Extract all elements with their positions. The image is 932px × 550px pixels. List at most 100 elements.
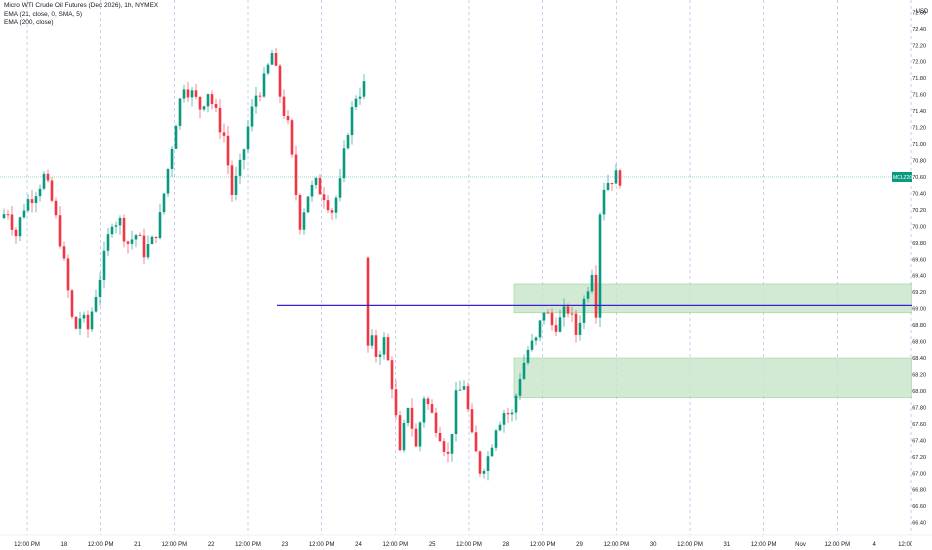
candle-body: [370, 335, 374, 346]
candle-body: [174, 125, 178, 149]
candle-body: [522, 362, 526, 379]
candle-body: [406, 407, 410, 424]
candle-body: [446, 451, 450, 454]
candle-body: [242, 149, 246, 160]
candle-body: [374, 335, 378, 357]
price-tick-label: 71.80: [912, 76, 926, 82]
candle-body: [106, 234, 110, 251]
time-axis-label: 22: [208, 542, 215, 548]
candle-body: [510, 412, 514, 415]
candle-body: [182, 89, 186, 99]
legend-symbol[interactable]: Micro WTI Crude Oil Futures (Dec 2026), …: [4, 2, 159, 9]
candle-body: [478, 451, 482, 474]
candle-body: [326, 200, 330, 211]
candle-body: [418, 422, 422, 447]
candle-body: [474, 432, 478, 452]
price-tick-label: 67.40: [912, 438, 926, 444]
candle-body: [286, 115, 290, 121]
candle-body: [518, 378, 522, 396]
price-tick-label: 71.00: [912, 142, 926, 148]
candle-body: [534, 337, 538, 341]
time-axis-label: 23: [281, 542, 288, 548]
price-tick-label: 69.60: [912, 257, 926, 263]
time-axis-label: 12:00 PM: [824, 542, 850, 548]
candle-body: [26, 199, 30, 211]
price-tick-label: 69.00: [912, 307, 926, 313]
candle-body: [486, 456, 490, 472]
candle-body: [402, 423, 406, 451]
candle-body: [426, 398, 430, 405]
price-tick-label: 69.40: [912, 274, 926, 280]
candle-body: [530, 340, 534, 350]
candle-body: [258, 95, 262, 97]
price-tick-label: 72.00: [912, 60, 926, 66]
legend-ema-200[interactable]: EMA (200, close): [4, 19, 54, 26]
candles: [2, 47, 622, 481]
candle-body: [74, 316, 78, 329]
candle-body: [270, 52, 274, 65]
candle-body: [410, 407, 414, 429]
price-tick-label: 67.00: [912, 471, 926, 477]
time-axis-label: 12:00 PM: [161, 542, 187, 548]
candle-body: [390, 360, 394, 390]
candle-body: [562, 306, 566, 318]
candle-body: [250, 106, 254, 127]
candle-body: [586, 291, 590, 299]
candle-body: [558, 317, 562, 332]
candle-body: [146, 244, 150, 258]
candle-body: [130, 239, 134, 244]
candle-body: [254, 95, 258, 107]
candle-body: [294, 154, 298, 195]
candle-body: [290, 120, 294, 155]
candle-body: [470, 409, 474, 433]
candle-body: [386, 337, 390, 361]
candle-body: [578, 322, 582, 335]
price-tick-label: 70.20: [912, 208, 926, 214]
candle-body: [62, 246, 66, 259]
candle-body: [66, 258, 70, 291]
candle-body: [202, 106, 206, 110]
candle-body: [58, 215, 62, 247]
time-axis-label: 12:00 PM: [88, 542, 114, 548]
candle-body: [166, 168, 170, 194]
candle-body: [366, 257, 370, 346]
price-tick-label: 67.80: [912, 405, 926, 411]
grid-lines: [26, 0, 912, 535]
price-zones: [513, 283, 913, 398]
candle-body: [170, 148, 174, 169]
legend-ema-21[interactable]: EMA (21, close, 0, SMA, 5): [4, 10, 83, 18]
candle-body: [354, 98, 358, 108]
candle-body: [362, 81, 366, 97]
candle-body: [310, 184, 314, 197]
candle-body: [114, 225, 118, 227]
price-tick-label: 70.00: [912, 224, 926, 230]
time-axis-label: 12:00 PM: [677, 542, 703, 548]
candle-body: [158, 212, 162, 239]
candle-body: [82, 314, 86, 319]
candle-body: [226, 135, 230, 166]
candle-body: [494, 430, 498, 448]
time-axis-label: 12:00 PM: [235, 542, 261, 548]
currency-label: USD: [916, 9, 929, 15]
candle-body: [10, 214, 14, 230]
candle-body: [542, 312, 546, 321]
candle-body: [230, 165, 234, 195]
candle-body: [22, 210, 26, 218]
time-axis-label: 12:00 PM: [751, 542, 777, 548]
candle-body: [86, 314, 90, 330]
candle-body: [618, 170, 622, 186]
candle-body: [514, 395, 518, 413]
candle-body: [54, 200, 58, 216]
time-axis-label: 12:00 PM: [898, 542, 924, 548]
time-axis-label: 28: [502, 542, 509, 548]
candle-body: [118, 217, 122, 226]
candle-body: [302, 212, 306, 230]
price-tick-label: 66.60: [912, 504, 926, 510]
candle-body: [450, 434, 454, 454]
candle-body: [14, 229, 18, 237]
price-tick-label: 67.20: [912, 455, 926, 461]
time-axis-label: 24: [355, 542, 362, 548]
candle-body: [298, 194, 302, 230]
candle-body: [502, 413, 506, 425]
